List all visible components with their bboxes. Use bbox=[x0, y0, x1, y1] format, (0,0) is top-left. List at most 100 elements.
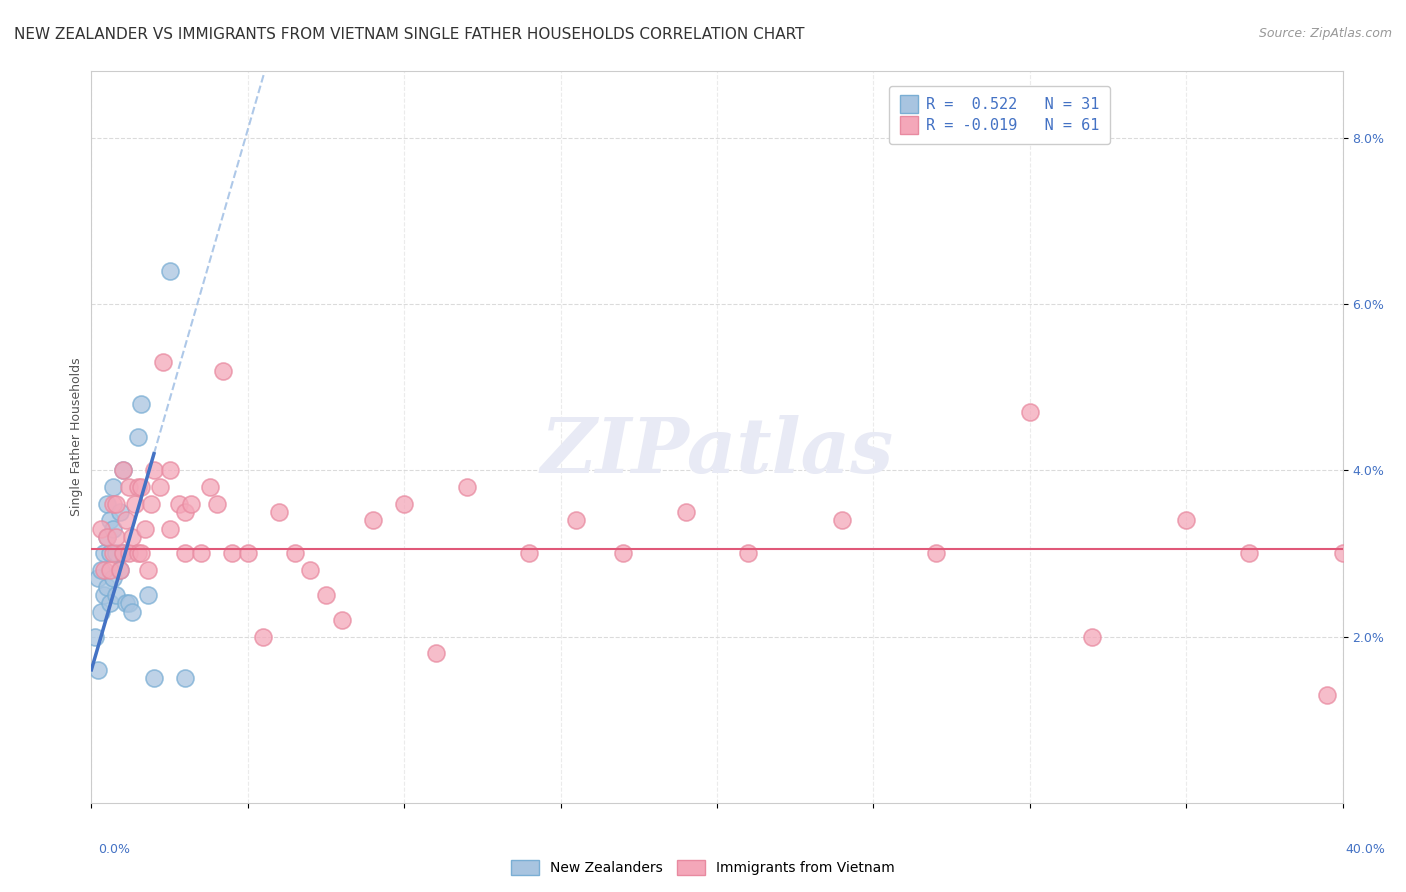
Point bbox=[108, 563, 131, 577]
Point bbox=[105, 546, 128, 560]
Text: 40.0%: 40.0% bbox=[1346, 843, 1385, 856]
Point bbox=[108, 563, 131, 577]
Point bbox=[159, 264, 181, 278]
Point bbox=[114, 513, 136, 527]
Point bbox=[252, 630, 274, 644]
Point bbox=[180, 497, 202, 511]
Point bbox=[139, 497, 162, 511]
Point bbox=[124, 497, 146, 511]
Point bbox=[675, 505, 697, 519]
Point bbox=[90, 521, 112, 535]
Point bbox=[152, 355, 174, 369]
Point bbox=[111, 546, 134, 560]
Point bbox=[143, 671, 166, 685]
Point bbox=[127, 546, 149, 560]
Point bbox=[96, 530, 118, 544]
Point bbox=[1081, 630, 1104, 644]
Point bbox=[121, 605, 143, 619]
Point bbox=[159, 463, 181, 477]
Point bbox=[111, 463, 134, 477]
Point bbox=[1018, 405, 1040, 419]
Point bbox=[86, 663, 108, 677]
Legend: R =  0.522   N = 31, R = -0.019   N = 61: R = 0.522 N = 31, R = -0.019 N = 61 bbox=[889, 87, 1109, 144]
Point bbox=[134, 521, 156, 535]
Text: NEW ZEALANDER VS IMMIGRANTS FROM VIETNAM SINGLE FATHER HOUSEHOLDS CORRELATION CH: NEW ZEALANDER VS IMMIGRANTS FROM VIETNAM… bbox=[14, 27, 804, 42]
Point bbox=[90, 563, 112, 577]
Point bbox=[149, 480, 172, 494]
Point bbox=[392, 497, 416, 511]
Point bbox=[612, 546, 634, 560]
Point bbox=[118, 480, 141, 494]
Point bbox=[105, 588, 128, 602]
Point bbox=[143, 463, 166, 477]
Text: Source: ZipAtlas.com: Source: ZipAtlas.com bbox=[1258, 27, 1392, 40]
Point bbox=[108, 505, 131, 519]
Point bbox=[1237, 546, 1260, 560]
Point bbox=[98, 563, 121, 577]
Legend: New Zealanders, Immigrants from Vietnam: New Zealanders, Immigrants from Vietnam bbox=[506, 855, 900, 880]
Point bbox=[131, 546, 153, 560]
Point bbox=[96, 580, 118, 594]
Point bbox=[167, 497, 190, 511]
Point bbox=[925, 546, 948, 560]
Point bbox=[517, 546, 540, 560]
Point bbox=[1331, 546, 1354, 560]
Text: ZIPatlas: ZIPatlas bbox=[540, 415, 894, 489]
Point bbox=[200, 480, 222, 494]
Point bbox=[121, 530, 143, 544]
Point bbox=[221, 546, 243, 560]
Point bbox=[205, 497, 228, 511]
Point bbox=[330, 613, 353, 627]
Point bbox=[299, 563, 322, 577]
Point bbox=[114, 596, 136, 610]
Point bbox=[136, 588, 159, 602]
Point bbox=[93, 546, 115, 560]
Point bbox=[86, 571, 108, 585]
Point bbox=[425, 646, 447, 660]
Point bbox=[1316, 688, 1339, 702]
Point bbox=[118, 546, 141, 560]
Point bbox=[456, 480, 478, 494]
Point bbox=[236, 546, 259, 560]
Text: 0.0%: 0.0% bbox=[98, 843, 131, 856]
Point bbox=[90, 605, 112, 619]
Point bbox=[111, 546, 134, 560]
Point bbox=[98, 596, 121, 610]
Point bbox=[136, 563, 159, 577]
Point bbox=[565, 513, 588, 527]
Point bbox=[105, 497, 128, 511]
Point bbox=[174, 505, 197, 519]
Point bbox=[83, 630, 105, 644]
Point bbox=[98, 546, 121, 560]
Point bbox=[211, 363, 233, 377]
Point bbox=[284, 546, 307, 560]
Point bbox=[98, 513, 121, 527]
Point bbox=[131, 480, 153, 494]
Point bbox=[103, 521, 125, 535]
Point bbox=[127, 430, 149, 444]
Point bbox=[174, 671, 197, 685]
Point bbox=[267, 505, 290, 519]
Point bbox=[1175, 513, 1198, 527]
Point bbox=[105, 530, 128, 544]
Point bbox=[737, 546, 759, 560]
Point bbox=[103, 497, 125, 511]
Point bbox=[361, 513, 384, 527]
Point bbox=[103, 546, 125, 560]
Point bbox=[93, 588, 115, 602]
Point bbox=[831, 513, 853, 527]
Point bbox=[103, 571, 125, 585]
Point bbox=[93, 563, 115, 577]
Point bbox=[103, 480, 125, 494]
Point bbox=[174, 546, 197, 560]
Point bbox=[111, 463, 134, 477]
Y-axis label: Single Father Households: Single Father Households bbox=[70, 358, 83, 516]
Point bbox=[127, 480, 149, 494]
Point bbox=[190, 546, 212, 560]
Point bbox=[96, 530, 118, 544]
Point bbox=[131, 397, 153, 411]
Point bbox=[315, 588, 337, 602]
Point bbox=[159, 521, 181, 535]
Point bbox=[96, 497, 118, 511]
Point bbox=[118, 596, 141, 610]
